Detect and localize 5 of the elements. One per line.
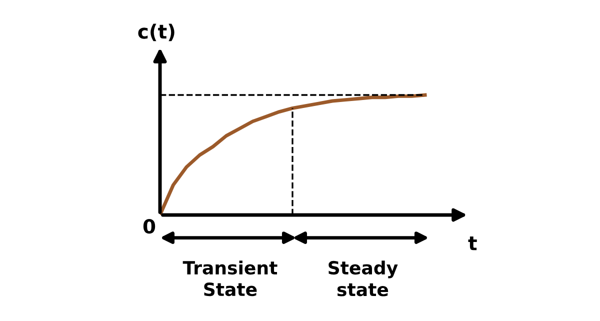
x-axis-title: t: [468, 236, 477, 250]
text: Steady state: [328, 260, 398, 296]
y-axis-title: c(t): [138, 24, 174, 42]
text: 0: [143, 218, 156, 234]
text: Transient State: [182, 260, 278, 296]
